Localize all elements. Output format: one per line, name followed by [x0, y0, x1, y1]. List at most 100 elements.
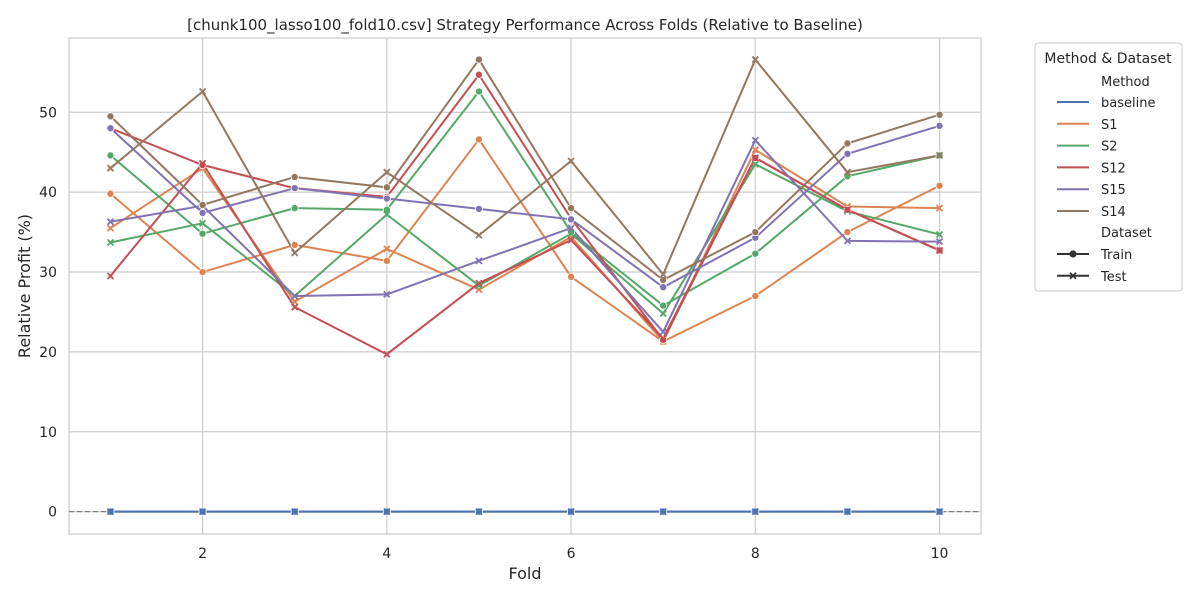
marker-s15-train-fold-6 — [567, 215, 576, 224]
x-tick-label-10: 10 — [931, 546, 949, 562]
legend-marker-test — [1069, 272, 1077, 280]
marker-s14-train-fold-8 — [751, 228, 760, 237]
marker-s1-test-fold-10 — [935, 204, 944, 212]
legend-label-train: Train — [1100, 248, 1132, 263]
marker-s2-train-fold-5 — [474, 87, 483, 96]
marker-s15-train-fold-5 — [474, 204, 483, 213]
marker-s15-train-fold-9 — [843, 149, 852, 158]
marker-s14-test-fold-7 — [659, 270, 667, 279]
series-lines — [109, 58, 940, 513]
marker-s15-test-fold-9 — [843, 237, 852, 245]
marker-baseline-test-fold-2 — [198, 507, 207, 516]
x-tick-label-4: 4 — [382, 546, 391, 562]
marker-s1-train-fold-4 — [382, 256, 391, 265]
marker-s14-train-fold-4 — [382, 183, 391, 192]
legend-label-baseline: baseline — [1101, 96, 1155, 111]
x-tick-label-8: 8 — [751, 546, 760, 562]
y-axis-label: Relative Profit (%) — [15, 214, 34, 358]
marker-s15-train-fold-7 — [659, 283, 668, 292]
marker-baseline-test-fold-6 — [567, 507, 575, 516]
marker-s12-test-fold-4 — [383, 350, 391, 358]
y-tick-label-50: 50 — [39, 105, 57, 121]
marker-s15-train-fold-2 — [198, 208, 207, 217]
marker-s1-test-fold-4 — [383, 245, 391, 253]
marker-s15-train-fold-4 — [382, 194, 391, 203]
marker-baseline-test-fold-9 — [843, 507, 852, 516]
marker-baseline-test-fold-1 — [106, 507, 115, 516]
x-tick-label-6: 6 — [567, 546, 576, 562]
marker-s12-test-fold-2 — [198, 159, 207, 168]
marker-baseline-test-fold-5 — [475, 507, 483, 516]
y-tick-label-40: 40 — [39, 185, 57, 201]
marker-s1-train-fold-2 — [198, 268, 207, 277]
x-tick-labels: 2 4 6 8 10 — [198, 546, 948, 562]
y-tick-label-30: 30 — [39, 265, 57, 281]
marker-s14-train-fold-10 — [935, 110, 944, 119]
x-axis-label: Fold — [508, 564, 541, 583]
marker-s14-test-fold-4 — [383, 168, 391, 176]
legend-label-s14: S14 — [1101, 205, 1126, 220]
marker-s14-train-fold-3 — [290, 172, 299, 181]
marker-s12-test-fold-10 — [935, 246, 944, 255]
marker-s14-test-fold-3 — [291, 249, 299, 257]
marker-s14-train-fold-9 — [843, 139, 852, 148]
plot-area — [68, 37, 982, 535]
marker-s1-train-fold-8 — [751, 291, 760, 300]
legend-label-s2: S2 — [1101, 140, 1118, 155]
legend-title: Method & Dataset — [1044, 51, 1172, 67]
marker-s2-test-fold-4 — [383, 210, 391, 219]
marker-s12-test-fold-7 — [659, 334, 667, 342]
marker-s12-test-fold-9 — [843, 206, 852, 214]
marker-s1-train-fold-1 — [106, 189, 115, 198]
marker-s12-test-fold-6 — [567, 236, 575, 244]
y-tick-label-20: 20 — [39, 345, 57, 361]
marker-s14-train-fold-7 — [659, 276, 668, 285]
marker-s15-train-fold-1 — [106, 124, 115, 133]
marker-s2-train-fold-8 — [751, 249, 760, 258]
marker-s14-train-fold-2 — [198, 200, 207, 209]
y-tick-label-10: 10 — [39, 425, 57, 441]
marker-s15-test-fold-1 — [106, 218, 115, 226]
marker-s14-test-fold-8 — [751, 55, 759, 64]
marker-baseline-test-fold-10 — [935, 507, 944, 516]
series-line-s15-train — [109, 124, 940, 289]
marker-s2-test-fold-8 — [751, 160, 759, 168]
marker-s12-test-fold-3 — [291, 303, 299, 311]
legend-label-s1: S1 — [1101, 118, 1118, 133]
marker-s2-test-fold-7 — [659, 309, 667, 318]
chart-title: [chunk100_lasso100_fold10.csv] Strategy … — [187, 16, 863, 35]
marker-s1-train-fold-3 — [290, 240, 299, 249]
marker-s15-test-fold-6 — [567, 224, 575, 232]
legend-label-test: Test — [1100, 270, 1127, 285]
marker-s14-test-fold-5 — [475, 231, 483, 239]
legend-method-header: Method — [1101, 75, 1150, 90]
marker-s14-test-fold-2 — [198, 87, 207, 96]
marker-s15-train-fold-10 — [935, 121, 944, 130]
marker-s2-train-fold-3 — [290, 204, 299, 213]
marker-s12-train-fold-7 — [659, 335, 668, 344]
legend-label-s15: S15 — [1101, 183, 1126, 198]
marker-s14-test-fold-9 — [843, 168, 852, 176]
marker-s12-test-fold-8 — [751, 154, 759, 162]
marker-s14-test-fold-6 — [567, 157, 575, 165]
marker-baseline-test-fold-3 — [291, 507, 299, 516]
marker-s15-test-fold-4 — [383, 290, 391, 299]
marker-s14-train-fold-5 — [474, 55, 483, 64]
x-tick-label-2: 2 — [198, 546, 207, 562]
marker-s12-test-fold-1 — [106, 272, 115, 280]
marker-s2-test-fold-2 — [198, 219, 207, 227]
marker-s12-train-fold-2 — [198, 160, 207, 169]
marker-s12-train-fold-5 — [474, 70, 483, 79]
legend-box — [1034, 42, 1183, 292]
series-line-s14-train — [109, 58, 940, 282]
marker-s15-test-fold-3 — [291, 292, 299, 300]
marker-s1-train-fold-9 — [843, 228, 852, 237]
marker-s15-test-fold-5 — [475, 257, 483, 265]
marker-s2-train-fold-2 — [198, 229, 207, 238]
marker-s2-train-fold-1 — [106, 151, 115, 160]
marker-s2-test-fold-10 — [935, 230, 944, 239]
legend-dataset-header: Dataset — [1101, 226, 1152, 241]
series-line-s14-test — [109, 58, 940, 276]
marker-s2-train-fold-7 — [659, 301, 668, 310]
